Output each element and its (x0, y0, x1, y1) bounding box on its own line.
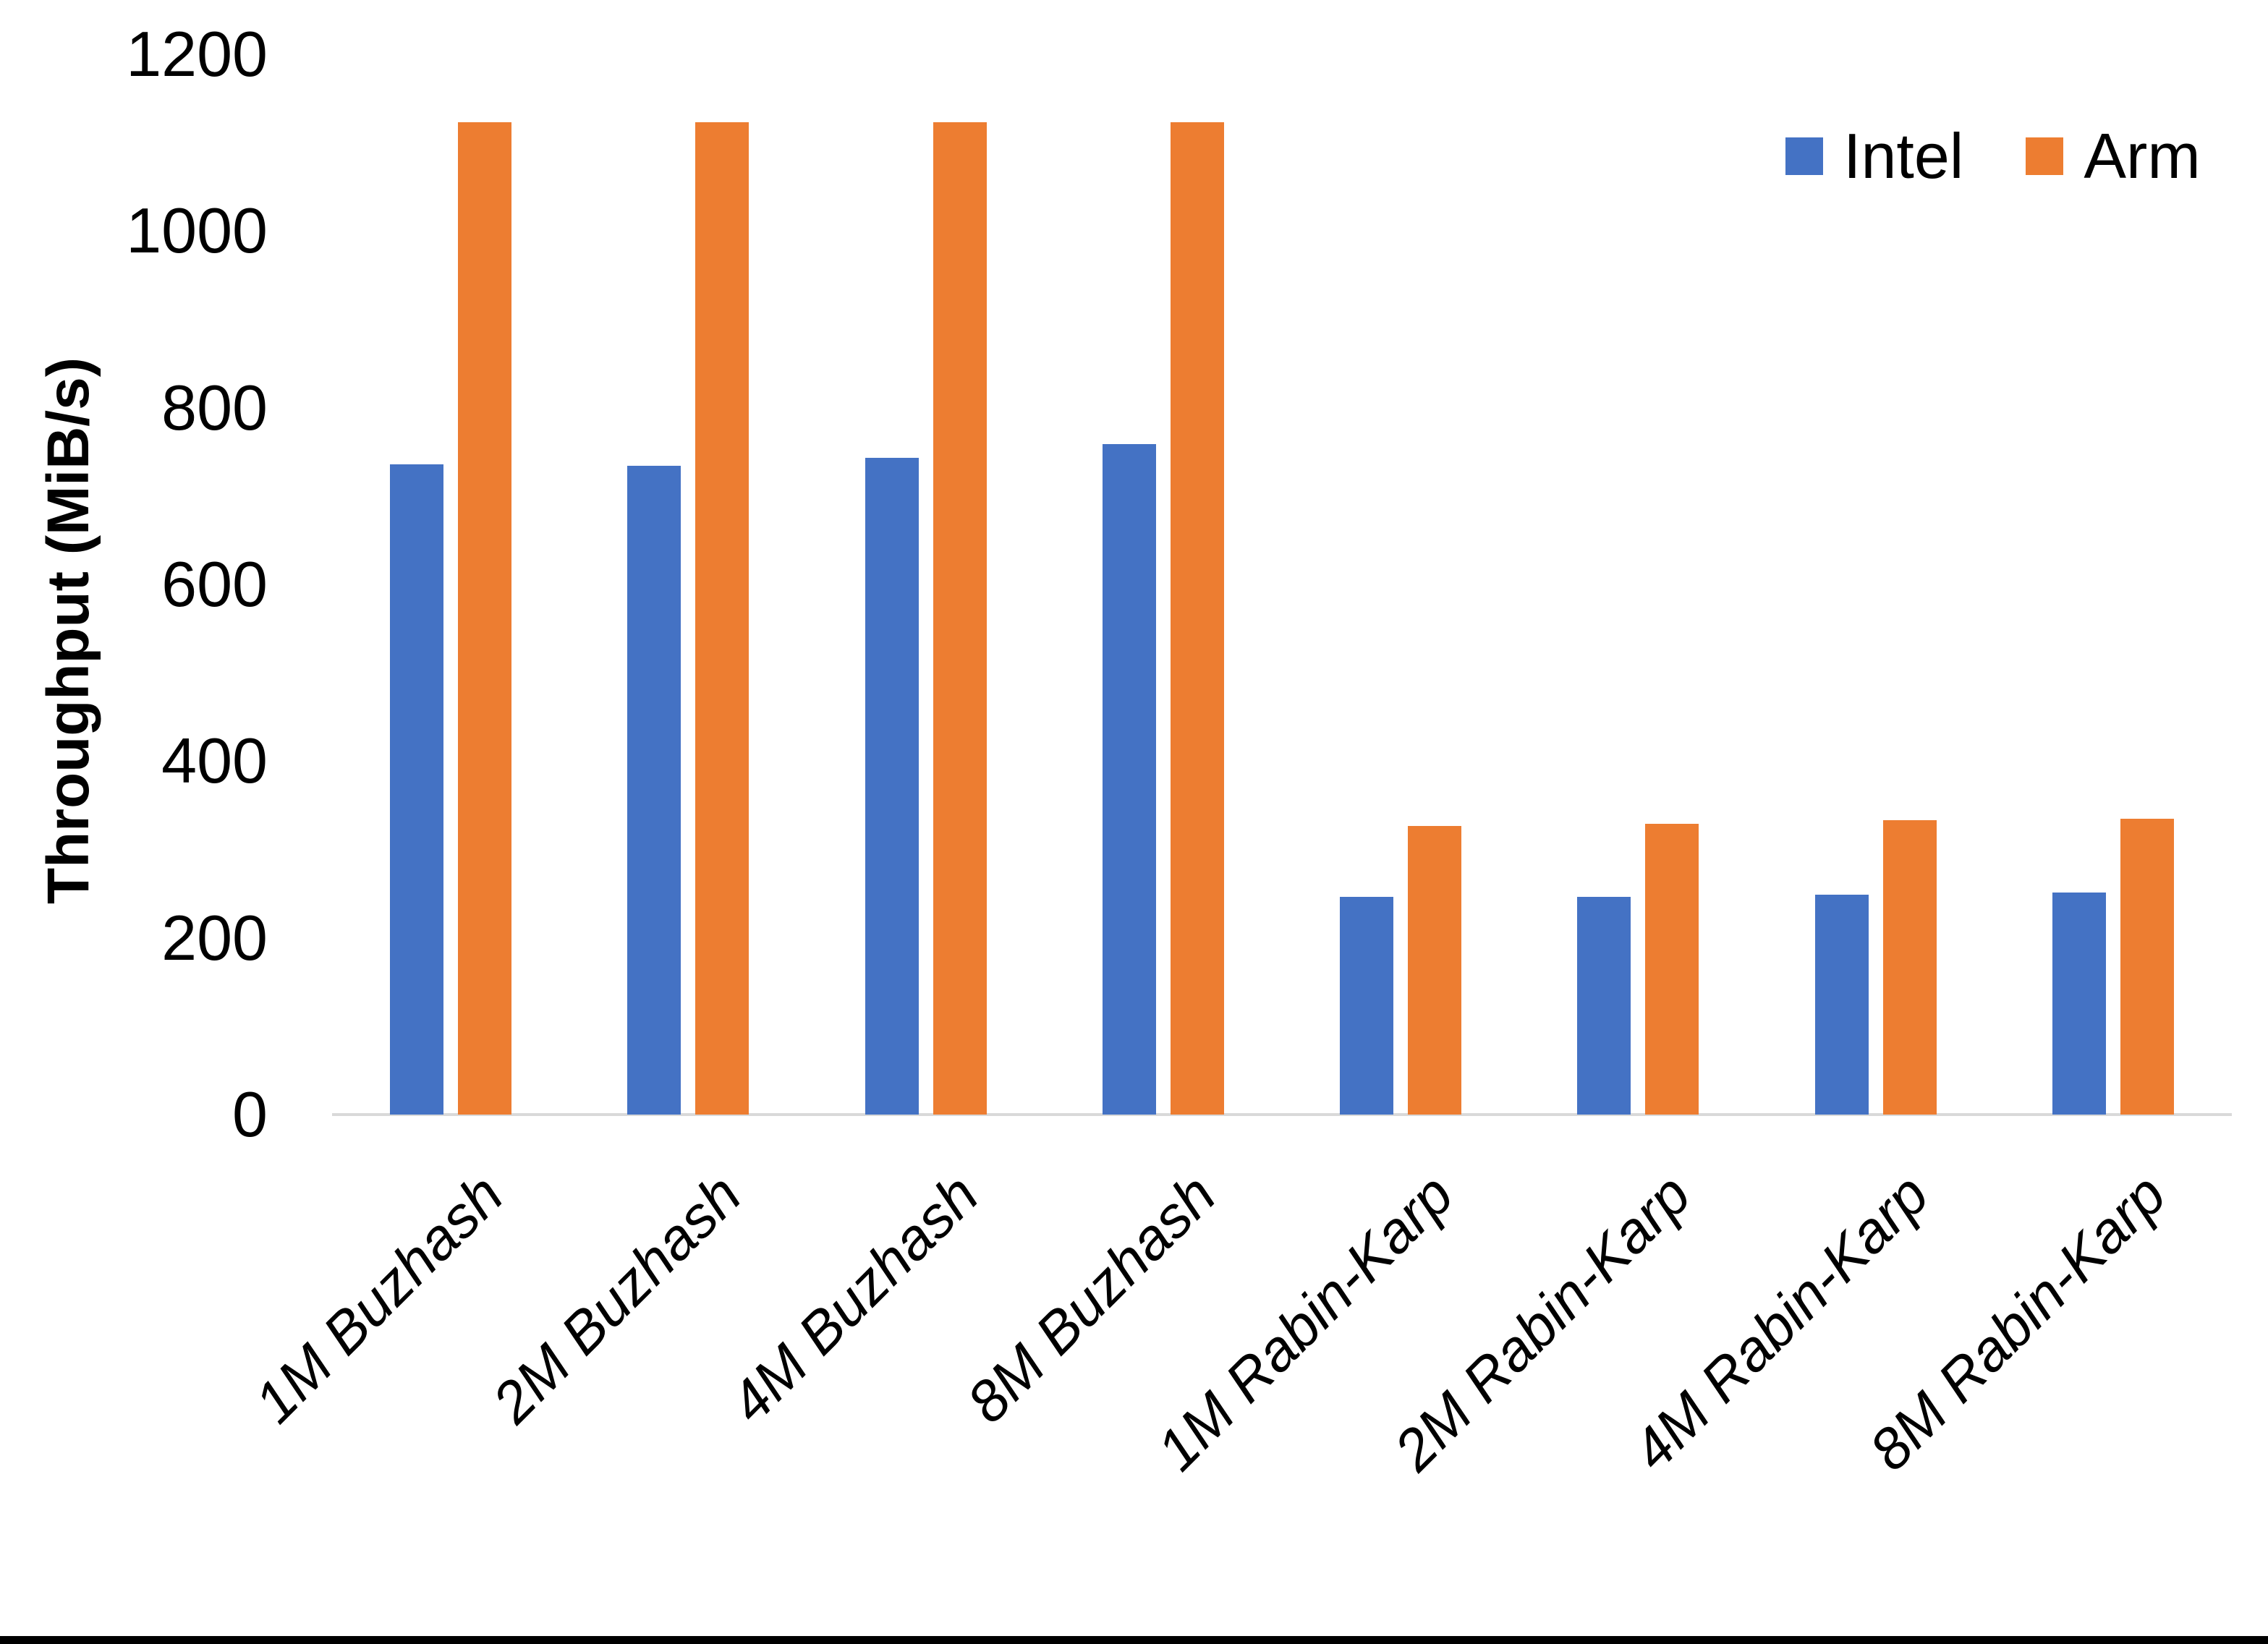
bar-arm-3 (933, 122, 987, 1115)
bottom-border (0, 1636, 2268, 1644)
bar-arm-4 (1170, 122, 1224, 1115)
y-tick-label: 0 (232, 1078, 268, 1150)
bar-intel-8 (2052, 893, 2106, 1115)
bar-arm-1 (458, 122, 512, 1115)
y-tick-label: 1000 (126, 195, 268, 267)
y-tick-label: 400 (161, 725, 268, 797)
bar-intel-5 (1340, 897, 1394, 1115)
legend-label-arm: Arm (2084, 120, 2201, 192)
x-tick-label: 4M Buzhash (717, 1162, 991, 1435)
legend-item-arm: Arm (2026, 120, 2201, 192)
bar-arm-8 (2120, 818, 2174, 1115)
x-axis-line (332, 1113, 2232, 1116)
y-tick-label: 800 (161, 371, 268, 443)
x-tick-label: 8M Buzhash (954, 1162, 1228, 1435)
bar-intel-7 (1814, 894, 1869, 1115)
y-tick-label: 200 (161, 901, 268, 974)
bar-arm-6 (1645, 824, 1699, 1115)
bar-intel-2 (627, 466, 681, 1115)
intel-series-swatch (1785, 137, 1823, 175)
arm-series-swatch (2026, 137, 2064, 175)
y-tick-label: 1200 (126, 18, 268, 90)
bar-intel-6 (1577, 897, 1631, 1115)
legend-item-intel: Intel (1785, 124, 1963, 188)
bar-intel-4 (1102, 443, 1156, 1115)
bar-intel-1 (390, 464, 444, 1115)
x-tick-label: 1M Buzhash (242, 1162, 516, 1435)
y-tick-label: 600 (161, 548, 268, 620)
bar-arm-2 (695, 122, 749, 1115)
legend-label-intel: Intel (1843, 120, 1964, 192)
bar-arm-5 (1408, 825, 1462, 1115)
bar-intel-3 (865, 458, 919, 1115)
bar-arm-7 (1882, 820, 1937, 1115)
x-tick-label: 2M Buzhash (480, 1162, 753, 1435)
legend: Intel Arm (1785, 124, 2201, 188)
